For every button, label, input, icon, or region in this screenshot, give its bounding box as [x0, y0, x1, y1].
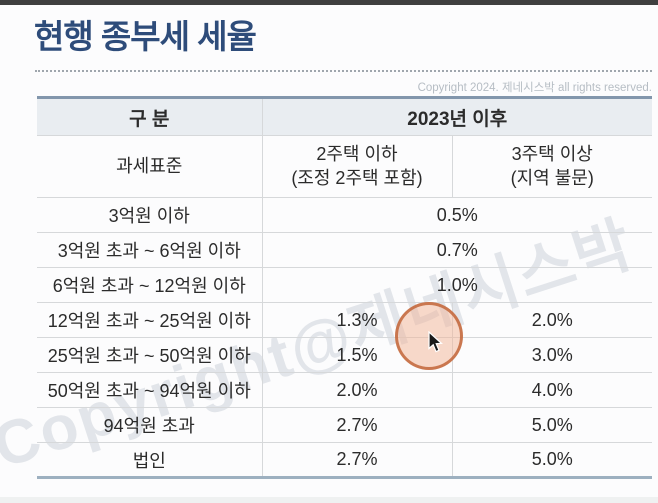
rate-cell-three-house: 5.0%: [452, 442, 652, 478]
rate-cell-two-house: 2.0%: [262, 372, 453, 408]
tax-base-cell: 법인: [37, 442, 263, 478]
dotted-divider: [35, 70, 652, 72]
header-category-cell: 구 분: [37, 97, 263, 136]
rate-cell-merged: 1.0%: [262, 267, 652, 303]
rate-cell-three-house: 5.0%: [452, 407, 652, 443]
tax-base-cell: 94억원 초과: [37, 407, 263, 443]
rate-cell-merged: 0.7%: [262, 232, 652, 268]
tax-base-cell: 3억원 이하: [37, 197, 263, 233]
table-row: 12억원 초과 ~ 25억원 이하 1.3% 2.0%: [37, 302, 652, 338]
subheader-tax-base-cell: 과세표준: [37, 135, 263, 198]
bottom-edge-strip: [0, 497, 658, 503]
window-top-bar: [0, 0, 658, 5]
copyright-text: Copyright 2024. 제네시스박 all rights reserve…: [417, 82, 652, 94]
tax-rate-table: 구 분 2023년 이후 과세표준 2주택 이하 (조정 2주택 포함) 3주택…: [37, 96, 652, 479]
table-row: 50억원 초과 ~ 94억원 이하 2.0% 4.0%: [37, 372, 652, 408]
subheader-three-house-cell: 3주택 이상 (지역 불문): [452, 135, 652, 198]
page-title: 현행 종부세 세율: [34, 18, 257, 55]
tax-rate-table-container: 구 분 2023년 이후 과세표준 2주택 이하 (조정 2주택 포함) 3주택…: [37, 96, 652, 479]
three-house-line2: (지역 불문): [510, 167, 594, 188]
two-house-line2: (조정 2주택 포함): [291, 167, 423, 188]
table-row: 3억원 이하 0.5%: [37, 197, 652, 233]
subheader-two-house-cell: 2주택 이하 (조정 2주택 포함): [262, 135, 453, 198]
table-row: 3억원 초과 ~ 6억원 이하 0.7%: [37, 232, 652, 268]
table-row: 25억원 초과 ~ 50억원 이하 1.5% 3.0%: [37, 337, 652, 373]
table-row: 6억원 초과 ~ 12억원 이하 1.0%: [37, 267, 652, 303]
rate-cell-two-house: 2.7%: [262, 442, 453, 478]
table-header-row: 구 분 2023년 이후: [37, 97, 652, 136]
three-house-line1: 3주택 이상: [511, 144, 593, 165]
rate-cell-two-house: 1.3%: [262, 302, 453, 338]
rate-cell-two-house: 1.5%: [262, 337, 453, 373]
tax-base-cell: 12억원 초과 ~ 25억원 이하: [37, 302, 263, 338]
two-house-line1: 2주택 이하: [316, 144, 398, 165]
tax-base-cell: 6억원 초과 ~ 12억원 이하: [37, 267, 263, 303]
header-year-cell: 2023년 이후: [262, 97, 652, 136]
table-row: 94억원 초과 2.7% 5.0%: [37, 407, 652, 443]
table-subheader-row: 과세표준 2주택 이하 (조정 2주택 포함) 3주택 이상 (지역 불문): [37, 135, 652, 198]
tax-base-cell: 3억원 초과 ~ 6억원 이하: [37, 232, 263, 268]
rate-cell-three-house: 3.0%: [452, 337, 652, 373]
tax-base-cell: 25억원 초과 ~ 50억원 이하: [37, 337, 263, 373]
table-row: 법인 2.7% 5.0%: [37, 442, 652, 478]
tax-base-cell: 50억원 초과 ~ 94억원 이하: [37, 372, 263, 408]
rate-cell-two-house: 2.7%: [262, 407, 453, 443]
rate-cell-merged: 0.5%: [262, 197, 652, 233]
rate-cell-three-house: 4.0%: [452, 372, 652, 408]
rate-cell-three-house: 2.0%: [452, 302, 652, 338]
